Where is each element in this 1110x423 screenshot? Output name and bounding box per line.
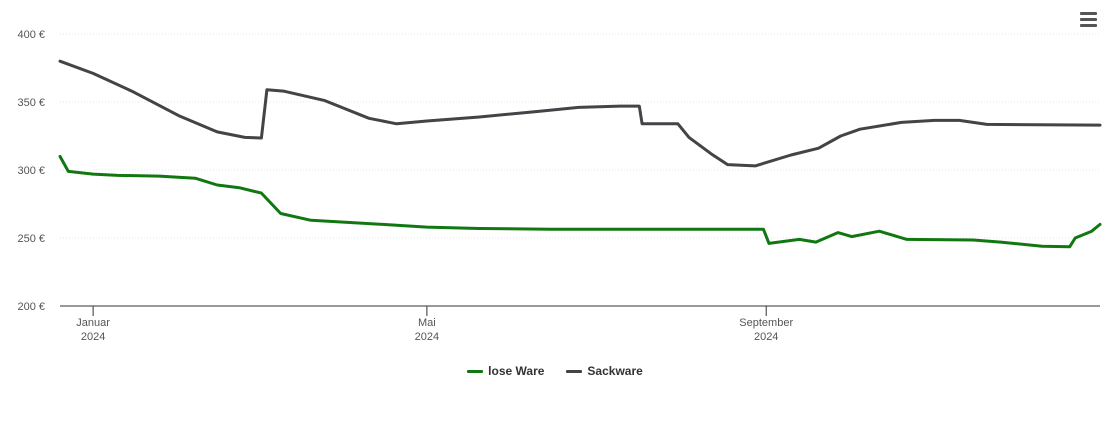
legend: lose Ware Sackware [0, 364, 1110, 378]
grid-lines [60, 33, 1100, 239]
series-line-lose-ware[interactable] [58, 154, 1102, 249]
x-axis-ticks: Januar 2024 Mai 2024 September 2024 [76, 306, 793, 343]
legend-item-lose-ware[interactable]: lose Ware [467, 364, 544, 378]
x-tick-month: Mai [418, 317, 436, 329]
series-line-sackware[interactable] [58, 59, 1102, 168]
y-tick-label: 350 € [17, 97, 45, 109]
y-tick-label: 200 € [17, 301, 45, 313]
legend-label-lose-ware: lose Ware [488, 364, 545, 378]
x-tick-month: Januar [76, 317, 110, 329]
x-tick-year: 2024 [81, 331, 105, 343]
y-axis-ticks: 200 € 250 € 300 € 350 € 400 € [17, 29, 45, 313]
legend-swatch-lose-ware [467, 369, 484, 373]
legend-item-sackware[interactable]: Sackware [566, 364, 643, 378]
x-tick-month: September [739, 317, 793, 329]
x-tick-year: 2024 [415, 331, 439, 343]
x-tick-year: 2024 [754, 331, 778, 343]
series-lines [58, 59, 1102, 249]
legend-swatch-sackware [566, 369, 583, 373]
y-tick-label: 300 € [17, 165, 45, 177]
legend-label-sackware: Sackware [587, 364, 643, 378]
y-tick-label: 250 € [17, 233, 45, 245]
chart-menu-icon[interactable] [1078, 12, 1100, 32]
y-tick-label: 400 € [17, 29, 45, 41]
